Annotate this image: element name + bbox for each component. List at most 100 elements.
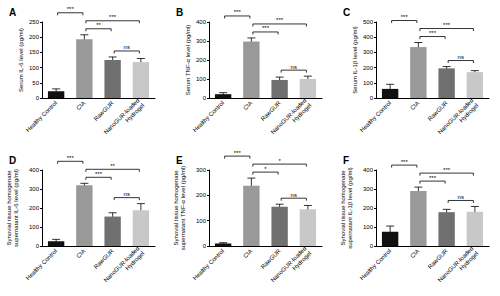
- svg-text:300: 300: [196, 38, 207, 44]
- svg-text:100: 100: [29, 65, 40, 71]
- svg-text:**: **: [96, 22, 101, 28]
- svg-text:Healthy Control: Healthy Control: [359, 100, 392, 133]
- svg-text:*: *: [278, 158, 281, 164]
- svg-text:50: 50: [32, 80, 39, 86]
- svg-text:CIA: CIA: [409, 248, 420, 259]
- svg-text:RawGUR: RawGUR: [93, 247, 116, 270]
- svg-text:ns: ns: [458, 194, 464, 200]
- svg-text:***: ***: [429, 30, 437, 36]
- svg-text:100: 100: [29, 224, 40, 230]
- svg-text:E: E: [176, 155, 183, 166]
- svg-text:0: 0: [370, 243, 374, 249]
- svg-text:Healthy Control: Healthy Control: [359, 248, 392, 281]
- svg-text:***: ***: [262, 25, 270, 31]
- svg-text:Synovial tissue homogenate: Synovial tissue homogenate: [340, 170, 346, 246]
- svg-text:400: 400: [29, 167, 40, 173]
- svg-text:200: 200: [363, 205, 374, 211]
- svg-text:*: *: [264, 166, 267, 172]
- svg-text:***: ***: [276, 17, 284, 23]
- svg-text:0: 0: [36, 95, 40, 101]
- svg-text:0: 0: [36, 243, 40, 249]
- svg-text:300: 300: [29, 186, 40, 192]
- svg-text:NanoGUR-loaded: NanoGUR-loaded: [269, 245, 308, 284]
- svg-text:ns: ns: [124, 44, 130, 50]
- svg-text:Synovial tissue homogenate: Synovial tissue homogenate: [6, 170, 12, 246]
- svg-text:CIA: CIA: [409, 100, 420, 111]
- svg-text:Serum IL-6 level (pg/ml): Serum IL-6 level (pg/ml): [18, 28, 24, 92]
- svg-text:supernatant IL-1β level (pg/ml: supernatant IL-1β level (pg/ml): [347, 167, 353, 249]
- svg-text:ns: ns: [458, 54, 464, 60]
- svg-text:Hydrogel: Hydrogel: [124, 250, 145, 271]
- svg-text:NanoGUR-loaded: NanoGUR-loaded: [102, 245, 141, 284]
- svg-text:CIA: CIA: [75, 248, 86, 259]
- svg-text:RawGUR: RawGUR: [427, 99, 450, 122]
- svg-text:Hydrogel: Hydrogel: [458, 250, 479, 271]
- svg-text:RawGUR: RawGUR: [93, 99, 116, 122]
- svg-text:***: ***: [443, 167, 451, 173]
- svg-text:0: 0: [203, 95, 207, 101]
- svg-text:100: 100: [196, 218, 207, 224]
- svg-text:***: ***: [67, 155, 75, 161]
- svg-text:200: 200: [363, 65, 374, 71]
- svg-text:100: 100: [363, 224, 374, 230]
- svg-text:CIA: CIA: [75, 100, 86, 111]
- svg-text:***: ***: [429, 175, 437, 181]
- svg-text:300: 300: [196, 167, 207, 173]
- svg-text:100: 100: [363, 80, 374, 86]
- svg-text:Hydrogel: Hydrogel: [291, 250, 312, 271]
- svg-text:NanoGUR-loaded: NanoGUR-loaded: [269, 97, 308, 136]
- svg-text:200: 200: [29, 34, 40, 40]
- svg-text:CIA: CIA: [242, 248, 253, 259]
- svg-text:A: A: [9, 7, 16, 18]
- svg-text:200: 200: [196, 192, 207, 198]
- svg-text:100: 100: [196, 76, 207, 82]
- svg-text:F: F: [343, 155, 349, 166]
- svg-text:NanoGUR-loaded: NanoGUR-loaded: [436, 97, 475, 136]
- svg-text:supernatant TNF-α level (pg/ml: supernatant TNF-α level (pg/ml): [180, 166, 186, 251]
- svg-text:Healthy Control: Healthy Control: [192, 248, 225, 281]
- svg-text:D: D: [9, 155, 16, 166]
- svg-text:***: ***: [95, 171, 103, 177]
- svg-text:200: 200: [29, 205, 40, 211]
- svg-text:NanoGUR-loaded: NanoGUR-loaded: [102, 97, 141, 136]
- svg-text:250: 250: [29, 19, 40, 25]
- svg-text:Hydrogel: Hydrogel: [124, 102, 145, 123]
- svg-text:***: ***: [234, 9, 242, 15]
- svg-text:Serum IL-1β level (pg/ml): Serum IL-1β level (pg/ml): [352, 26, 358, 93]
- svg-text:B: B: [176, 7, 183, 18]
- svg-text:Healthy Control: Healthy Control: [25, 100, 58, 133]
- svg-text:300: 300: [363, 49, 374, 55]
- svg-text:CIA: CIA: [242, 100, 253, 111]
- svg-text:***: ***: [443, 22, 451, 28]
- svg-text:400: 400: [363, 34, 374, 40]
- svg-text:Hydrogel: Hydrogel: [458, 102, 479, 123]
- svg-text:ns: ns: [124, 191, 130, 197]
- svg-text:ns: ns: [291, 192, 297, 198]
- svg-text:***: ***: [67, 6, 75, 12]
- svg-text:150: 150: [29, 49, 40, 55]
- svg-text:C: C: [343, 7, 350, 18]
- svg-text:***: ***: [109, 14, 117, 20]
- svg-text:400: 400: [196, 19, 207, 25]
- svg-text:RawGUR: RawGUR: [260, 247, 283, 270]
- svg-text:**: **: [110, 163, 115, 169]
- svg-text:400: 400: [363, 167, 374, 173]
- svg-text:***: ***: [234, 150, 242, 156]
- svg-text:Healthy Control: Healthy Control: [192, 100, 225, 133]
- svg-text:200: 200: [196, 57, 207, 63]
- svg-text:Hydrogel: Hydrogel: [291, 102, 312, 123]
- svg-text:0: 0: [203, 243, 207, 249]
- svg-text:ns: ns: [291, 64, 297, 70]
- svg-text:***: ***: [401, 14, 409, 20]
- svg-text:500: 500: [363, 19, 374, 25]
- svg-text:300: 300: [363, 186, 374, 192]
- svg-text:Synovial tissue homogenate: Synovial tissue homogenate: [173, 170, 179, 246]
- svg-text:***: ***: [401, 159, 409, 165]
- svg-text:0: 0: [370, 95, 374, 101]
- svg-text:Serum TNF-α level (pg/ml): Serum TNF-α level (pg/ml): [185, 25, 191, 96]
- svg-text:Healthy Control: Healthy Control: [25, 248, 58, 281]
- svg-text:NanoGUR-loaded: NanoGUR-loaded: [436, 245, 475, 284]
- svg-text:RawGUR: RawGUR: [427, 247, 450, 270]
- svg-text:RawGUR: RawGUR: [260, 99, 283, 122]
- svg-text:supernatant IL-6 level (pg/ml): supernatant IL-6 level (pg/ml): [13, 169, 19, 247]
